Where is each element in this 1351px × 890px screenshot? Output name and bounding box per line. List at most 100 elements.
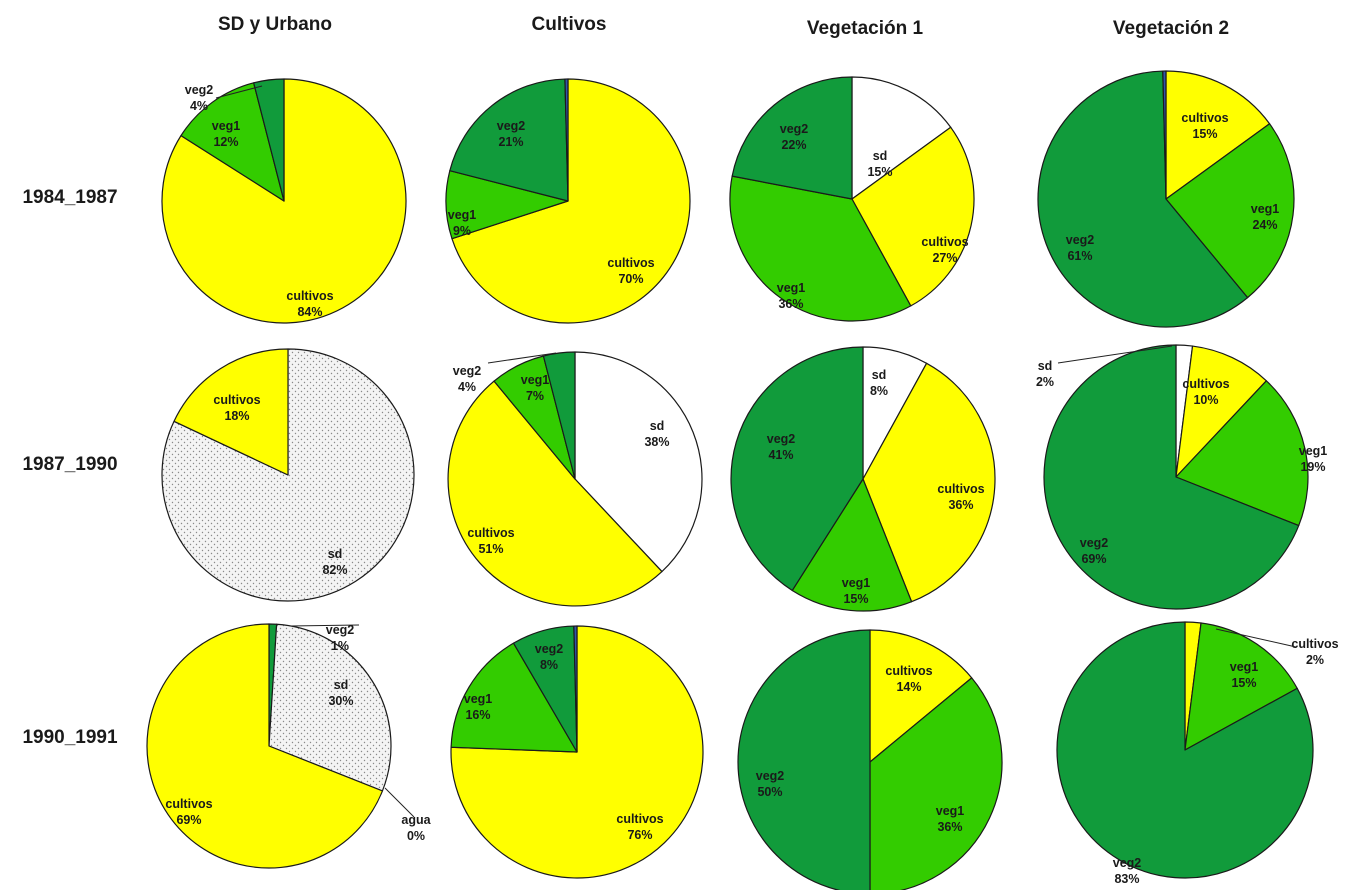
pie-8-label-cultivos: cultivos 69% [165,797,212,827]
pie-6-label-sd: sd 8% [870,368,888,398]
column-title-vegetacion-1: Vegetación 1 [807,18,924,39]
pie-8-label-veg2: veg2 1% [326,623,355,653]
pie-1-slice-cultivos [451,78,691,324]
pie-11-leader-0 [1215,628,1297,648]
pie-3-label-veg1: veg1 24% [1251,202,1280,232]
pie-0-label-veg2: veg2 4% [185,83,214,113]
pie-11-slice-veg2 [1056,621,1314,879]
column-title-sd-urbano: SD y Urbano [218,14,332,35]
pie-11: cultivos 2% veg1 15% veg2 83% [1056,621,1339,886]
pie-7-slice-veg2 [1043,344,1300,610]
pie-7: sd 2% cultivos 10% veg1 19% veg2 69% [1036,344,1328,610]
pie-8-leader-2 [384,787,415,818]
pie-4-label-cultivos: cultivos 18% [213,393,260,423]
pie-5-label-sd: sd 38% [644,419,669,449]
pie-1-slice-veg2 [449,78,569,202]
pie-7-leader-0 [1057,345,1173,364]
pie-1-label-cultivos: cultivos 70% [607,256,654,286]
pie-6-slice-cultivos [862,362,996,603]
pie-0-label-veg1: veg1 12% [212,119,241,149]
pie-6-slice-veg2 [730,346,864,592]
pie-9-label-veg1: veg1 16% [464,692,493,722]
pie-7-label-veg1: veg1 19% [1299,444,1328,474]
pie-7-label-sd: sd 2% [1036,359,1054,389]
pie-8-slice-sd [268,623,392,792]
pie-2-label-sd: sd 15% [867,149,892,179]
pie-3: cultivos 15% veg1 24% veg2 61% [1037,70,1295,328]
pie-5: sd 38% cultivos 51% veg1 7% veg2 4% [447,351,703,607]
pie-3-label-cultivos: cultivos 15% [1181,111,1228,141]
pie-2-slice-veg1 [729,175,912,322]
pie-8-label-agua: agua 0% [401,813,431,843]
pie-2-slice-sd [851,76,952,200]
pie-4-slice-sd [161,348,415,602]
pie-11-label-veg2: veg2 83% [1113,856,1142,886]
row-title-1987-1990: 1987_1990 [22,454,117,475]
pie-6: sd 8% cultivos 36% veg1 15% veg2 41% [730,346,996,612]
pie-10: cultivos 14% veg1 36% veg2 50% [737,629,1003,890]
pie-8: veg2 1% sd 30% agua 0% cultivos 69% [146,623,432,869]
pie-10-label-cultivos: cultivos 14% [885,664,932,694]
pie-2-label-veg1: veg1 36% [777,281,806,311]
column-title-vegetacion-2: Vegetación 2 [1113,18,1229,39]
pie-2-label-cultivos: cultivos 27% [921,235,968,265]
pie-8-slice-cultivos [146,623,384,869]
pie-10-slice-cultivos [869,629,973,763]
pie-4-label-sd: sd 82% [322,547,347,577]
pie-1-label-veg1: veg1 9% [448,208,477,238]
pie-7-label-veg2: veg2 69% [1080,536,1109,566]
pie-1-label-veg2: veg2 21% [497,119,526,149]
pie-5-slice-cultivos [447,380,663,607]
column-title-cultivos: Cultivos [532,14,607,35]
pie-10-slice-veg1 [869,677,1003,890]
pie-11-slice-veg1 [1184,622,1298,751]
pie-9-label-veg2: veg2 8% [535,642,564,672]
pie-5-label-veg1: veg1 7% [521,373,550,403]
pie-6-label-veg2: veg2 41% [767,432,796,462]
pie-1-slice-minor [564,78,569,202]
pie-3-slice-cultivos [1165,70,1271,200]
pie-5-slice-sd [574,351,703,573]
pies-group: cultivos 84% veg1 12% veg2 4% cultivos 70% veg1 9… [146,70,1339,890]
pie-10-label-veg1: veg1 36% [936,804,965,834]
pie-2-label-veg2: veg2 22% [780,122,809,152]
pie-7-slice-veg1 [1175,380,1309,527]
row-title-1984-1987: 1984_1987 [22,187,117,208]
pie-10-slice-veg2 [737,629,871,890]
pie-4: sd 82% cultivos 18% [161,348,415,602]
row-title-1990-1991: 1990_1991 [22,727,118,748]
pie-3-slice-minor [1162,70,1167,200]
pie-0-slice-veg2 [253,78,285,202]
pie-6-slice-veg1 [791,478,913,612]
pie-3-label-veg2: veg2 61% [1066,233,1095,263]
pie-6-label-cultivos: cultivos 36% [937,482,984,512]
pie-3-slice-veg2 [1037,70,1249,328]
pie-5-slice-veg2 [542,351,576,480]
pie-9: cultivos 76% veg1 16% veg2 8% [450,625,704,879]
pie-2: sd 15% cultivos 27% veg1 36% veg2 22% [729,76,975,322]
pie-2-slice-veg2 [731,76,853,200]
pie-1: cultivos 70% veg1 9% veg2 21% [445,78,691,324]
pie-5-label-veg2: veg2 4% [453,364,482,394]
pie-8-label-sd: sd 30% [328,678,353,708]
pie-0-label-cultivos: cultivos 84% [286,289,333,319]
pie-5-leader-3 [487,352,557,364]
pie-9-slice-veg1 [450,642,578,753]
pie-8-leader-0 [289,624,360,627]
pie-0: cultivos 84% veg1 12% veg2 4% [161,78,407,324]
pie-7-slice-cultivos [1175,345,1267,478]
pie-9-slice-minor [573,625,578,753]
pie-11-label-veg1: veg1 15% [1230,660,1259,690]
pie-9-label-cultivos: cultivos 76% [616,812,663,842]
pie-3-slice-veg1 [1165,123,1295,299]
pie-0-leader-2 [215,85,263,99]
pie-4-slice-cultivos [173,348,289,476]
pie-5-label-cultivos: cultivos 51% [467,526,514,556]
pie-0-slice-veg1 [180,82,285,202]
pie-10-label-veg2: veg2 50% [756,769,785,799]
pie-2-slice-cultivos [851,126,975,307]
pie-7-label-cultivos: cultivos 10% [1182,377,1229,407]
pie-6-label-veg1: veg1 15% [842,576,871,606]
pie-11-label-cultivos: cultivos 2% [1291,637,1338,667]
